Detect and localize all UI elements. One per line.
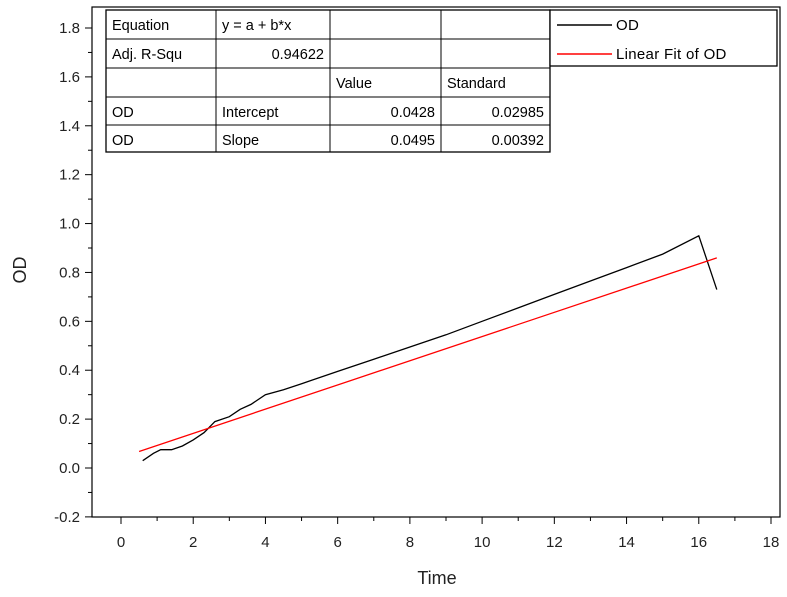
x-tick-label: 10 xyxy=(474,534,491,551)
x-tick-label: 4 xyxy=(261,534,269,551)
x-tick-label: 16 xyxy=(690,534,707,551)
legend: OD Linear Fit of OD xyxy=(549,9,778,67)
y-tick-label: 0.6 xyxy=(59,313,80,330)
stats-cell: OD xyxy=(112,133,134,149)
y-tick-label: -0.2 xyxy=(54,509,80,526)
x-tick-label: 18 xyxy=(763,534,780,551)
y-tick-label: 0.4 xyxy=(59,362,80,379)
stats-cell: Equation xyxy=(112,18,169,34)
y-tick-label: 1.8 xyxy=(59,20,80,37)
stats-cell: OD xyxy=(112,105,134,121)
stats-cell: 0.0495 xyxy=(391,133,435,149)
x-tick-label: 14 xyxy=(618,534,635,551)
series-layer xyxy=(138,234,718,462)
legend-label: OD xyxy=(616,17,639,34)
y-tick-label: 1.6 xyxy=(59,69,80,86)
plot-frame xyxy=(91,6,781,518)
x-axis-title: Time xyxy=(417,568,456,588)
y-tick-label: 0.2 xyxy=(59,411,80,428)
series-linear-fit-line xyxy=(138,257,718,453)
stats-cell: y = a + b*x xyxy=(222,18,292,34)
plot-border xyxy=(91,6,781,518)
y-tick-label: 1.2 xyxy=(59,167,80,184)
stats-table: Equation y = a + b*x Adj. R-Squ 0.94622 Valu… xyxy=(105,9,551,153)
y-tick-label: 1.0 xyxy=(59,216,80,233)
x-axis-ticks: 0 2 4 6 8 10 12 14 16 18 xyxy=(117,517,780,551)
stats-cell: Intercept xyxy=(222,105,278,121)
stats-cell: 0.0428 xyxy=(391,105,435,121)
stats-cell: 0.94622 xyxy=(272,47,324,63)
x-tick-label: 2 xyxy=(189,534,197,551)
stats-cell: Adj. R-Squ xyxy=(112,47,182,63)
y-tick-label: 0.8 xyxy=(59,264,80,281)
y-tick-label: 0.0 xyxy=(59,460,80,477)
stats-cell: 0.00392 xyxy=(492,133,544,149)
stats-cell: Slope xyxy=(222,133,259,149)
x-tick-label: 6 xyxy=(333,534,341,551)
x-tick-label: 0 xyxy=(117,534,125,551)
y-tick-label: 1.4 xyxy=(59,118,80,135)
stats-table-border xyxy=(105,9,551,153)
y-axis-title: OD xyxy=(10,256,30,283)
stats-cell: Standard xyxy=(447,76,506,92)
stats-cell: 0.02985 xyxy=(492,105,544,121)
y-axis-ticks: -0.2 0.0 0.2 0.4 0.6 0.8 1.0 1.2 1.4 1.6 1.8 xyxy=(54,20,92,526)
x-tick-label: 8 xyxy=(406,534,414,551)
series-od-line xyxy=(142,234,718,462)
stats-cell: Value xyxy=(336,76,372,92)
x-tick-label: 12 xyxy=(546,534,563,551)
legend-border xyxy=(549,9,778,67)
legend-label: Linear Fit of OD xyxy=(616,46,727,63)
